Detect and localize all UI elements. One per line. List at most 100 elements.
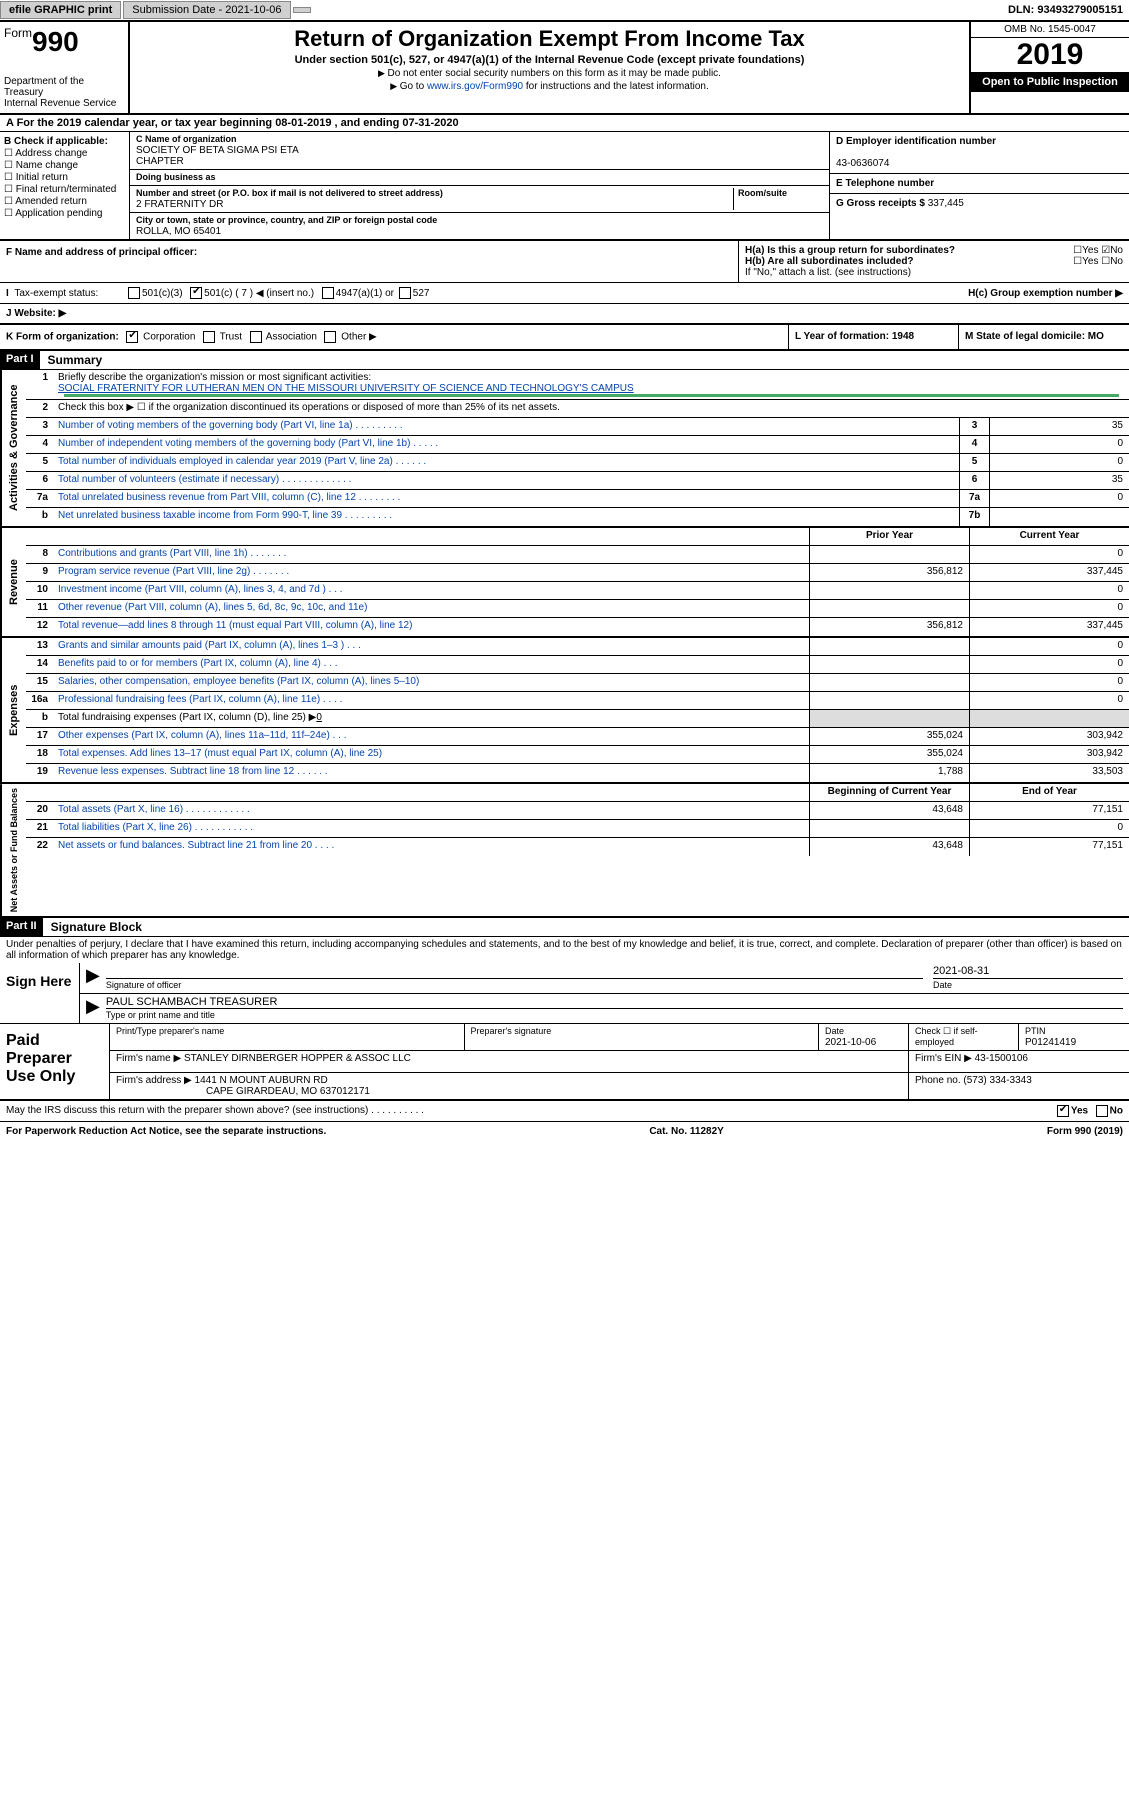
discuss-no-chk[interactable]: [1096, 1105, 1108, 1117]
prep-row-3: Firm's address ▶ 1441 N MOUNT AUBURN RD …: [110, 1073, 1129, 1099]
l9-prior: 356,812: [809, 564, 969, 581]
city-value: ROLLA, MO 65401: [136, 226, 221, 237]
l5-text: Total number of individuals employed in …: [54, 454, 959, 471]
section-d-e-g: D Employer identification number 43-0636…: [829, 132, 1129, 239]
chk-527[interactable]: [399, 287, 411, 299]
prep-date: 2021-10-06: [825, 1037, 876, 1048]
l10-prior: [809, 582, 969, 599]
h-group: H(a) Is this a group return for subordin…: [739, 241, 1129, 282]
l20-end: 77,151: [969, 802, 1129, 819]
efile-button[interactable]: efile GRAPHIC print: [0, 1, 121, 19]
chk-501c[interactable]: [190, 287, 202, 299]
chk-name-change[interactable]: Name change: [4, 160, 125, 171]
col-headers-net: Beginning of Current YearEnd of Year: [26, 784, 1129, 802]
form-header: Form990 Department of the Treasury Inter…: [0, 22, 1129, 115]
l14-prior: [809, 656, 969, 673]
header-left: Form990 Department of the Treasury Inter…: [0, 22, 130, 113]
dln: DLN: 93493279005151: [1008, 4, 1129, 16]
l8-cur: 0: [969, 546, 1129, 563]
rule-3: [64, 396, 1119, 397]
chk-4947[interactable]: [322, 287, 334, 299]
firm-ein: 43-1500106: [975, 1053, 1028, 1064]
l16a-text: Professional fundraising fees (Part IX, …: [54, 692, 809, 709]
l15-prior: [809, 674, 969, 691]
line-5: 5Total number of individuals employed in…: [26, 454, 1129, 472]
l19-cur: 33,503: [969, 764, 1129, 782]
ptin: P01241419: [1025, 1037, 1076, 1048]
line-21: 21Total liabilities (Part X, line 26) . …: [26, 820, 1129, 838]
chk-corp[interactable]: [126, 331, 138, 343]
side-revenue: Revenue: [0, 528, 26, 636]
net-assets-section: Net Assets or Fund Balances Beginning of…: [0, 784, 1129, 918]
l5-val: 0: [989, 454, 1129, 471]
org-name-1: SOCIETY OF BETA SIGMA PSI ETA: [136, 145, 299, 156]
row-j-website: J Website: ▶: [0, 304, 1129, 325]
trust-text: Trust: [220, 332, 242, 343]
tax-year: 2019: [971, 38, 1129, 72]
l17-cur: 303,942: [969, 728, 1129, 745]
l18-prior: 355,024: [809, 746, 969, 763]
sign-right: ▶ Signature of officer 2021-08-31 Date ▶…: [80, 963, 1129, 1023]
line-22: 22Net assets or fund balances. Subtract …: [26, 838, 1129, 856]
prep-row-1: Print/Type preparer's name Preparer's si…: [110, 1024, 1129, 1051]
room-label: Room/suite: [738, 188, 787, 198]
gross-cell: G Gross receipts $ 337,445: [830, 194, 1129, 213]
org-name-cell: C Name of organization SOCIETY OF BETA S…: [130, 132, 829, 170]
line-2: 2Check this box ▶ ☐ if the organization …: [26, 400, 1129, 418]
print-label: Print/Type preparer's name: [116, 1026, 224, 1036]
self-emp: Check ☐ if self-employed: [909, 1024, 1019, 1050]
no-text2: No: [1110, 256, 1123, 267]
chk-assoc[interactable]: [250, 331, 262, 343]
form-subtitle: Under section 501(c), 527, or 4947(a)(1)…: [136, 54, 963, 66]
city-cell: City or town, state or province, country…: [130, 213, 829, 239]
form990-link[interactable]: www.irs.gov/Form990: [427, 81, 523, 92]
c-label: C Name of organization: [136, 134, 237, 144]
chk-final-return[interactable]: Final return/terminated: [4, 184, 125, 195]
l-year: L Year of formation: 1948: [789, 325, 959, 349]
discuss-text: May the IRS discuss this return with the…: [6, 1105, 424, 1117]
chk-501c3[interactable]: [128, 287, 140, 299]
entity-block: B Check if applicable: Address change Na…: [0, 132, 1129, 241]
cat-no: Cat. No. 11282Y: [649, 1126, 723, 1137]
l13-cur: 0: [969, 638, 1129, 655]
chk-app-pending[interactable]: Application pending: [4, 208, 125, 219]
l15-cur: 0: [969, 674, 1129, 691]
501c-text: 501(c) ( 7 ) ◀ (insert no.): [204, 288, 314, 299]
l17-prior: 355,024: [809, 728, 969, 745]
ha-yn: ☐Yes ☑No: [1073, 245, 1123, 256]
f-label: F Name and address of principal officer:: [6, 247, 197, 258]
l6-val: 35: [989, 472, 1129, 489]
chk-initial-return[interactable]: Initial return: [4, 172, 125, 183]
addr-cell: Number and street (or P.O. box if mail i…: [130, 186, 829, 213]
part2-badge: Part II: [0, 918, 43, 936]
chk-amended[interactable]: Amended return: [4, 196, 125, 207]
l14-cur: 0: [969, 656, 1129, 673]
sig-date: 2021-08-31: [933, 965, 1123, 979]
l7b-val: [989, 508, 1129, 526]
dept-irs: Internal Revenue Service: [4, 98, 124, 109]
line-4: 4Number of independent voting members of…: [26, 436, 1129, 454]
row-k-l-m: K Form of organization: Corporation Trus…: [0, 325, 1129, 351]
m-state: M State of legal domicile: MO: [959, 325, 1129, 349]
hdr-current: Current Year: [969, 528, 1129, 545]
chk-trust[interactable]: [203, 331, 215, 343]
line-12: 12Total revenue—add lines 8 through 11 (…: [26, 618, 1129, 636]
discuss-yes-chk[interactable]: [1057, 1105, 1069, 1117]
4947-text: 4947(a)(1) or: [336, 288, 394, 299]
l9-cur: 337,445: [969, 564, 1129, 581]
l11-cur: 0: [969, 600, 1129, 617]
officer-name: PAUL SCHAMBACH TREASURER: [106, 996, 1123, 1009]
other-text: Other ▶: [341, 332, 376, 343]
topbar: efile GRAPHIC print Submission Date - 20…: [0, 0, 1129, 22]
firm-addr2: CAPE GIRARDEAU, MO 637012171: [206, 1086, 370, 1097]
l11-prior: [809, 600, 969, 617]
g-value: 337,445: [928, 198, 964, 209]
chk-address-change[interactable]: Address change: [4, 148, 125, 159]
hc-label: H(c) Group exemption number ▶: [968, 288, 1123, 299]
assoc-text: Association: [266, 332, 317, 343]
l8-text: Contributions and grants (Part VIII, lin…: [54, 546, 809, 563]
l20-text: Total assets (Part X, line 16) . . . . .…: [54, 802, 809, 819]
chk-other[interactable]: [324, 331, 336, 343]
arrow-icon: ▶: [86, 965, 106, 991]
l4-val: 0: [989, 436, 1129, 453]
